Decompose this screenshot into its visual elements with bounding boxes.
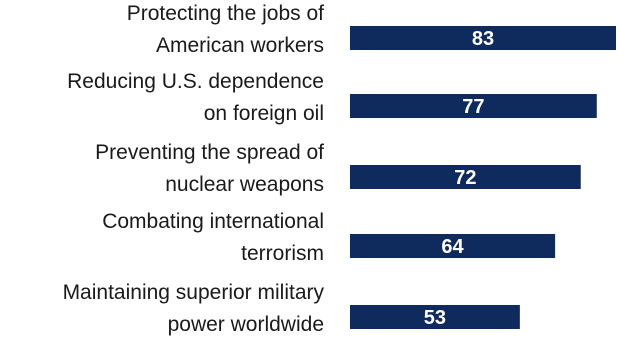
bar-value-label: 77 xyxy=(462,96,484,118)
category-label-reducing-u-s-dependence-line-1: Reducing U.S. dependence xyxy=(67,70,324,93)
category-label-reducing-u-s-dependence-line-2: on foreign oil xyxy=(204,102,324,125)
category-label-protecting-the-jobs-of-line-1: Protecting the jobs of xyxy=(127,2,324,25)
bar-reducing-u-s-dependence xyxy=(350,94,597,118)
bar-combating-international xyxy=(350,234,556,258)
category-label-combating-international-line-2: terrorism xyxy=(241,242,324,265)
bar-value-label: 53 xyxy=(424,307,446,329)
bar-preventing-the-spread-of xyxy=(350,165,581,189)
bar-value-label: 83 xyxy=(472,28,494,50)
category-label-protecting-the-jobs-of-line-2: American workers xyxy=(156,34,324,57)
bar-maintaining-superior-military xyxy=(350,305,520,329)
category-label-preventing-the-spread-of-line-1: Preventing the spread of xyxy=(95,141,324,164)
bar-value-label: 64 xyxy=(441,236,464,258)
category-label-maintaining-superior-military-line-2: power worldwide xyxy=(168,313,324,336)
category-label-preventing-the-spread-of-line-2: nuclear weapons xyxy=(165,173,324,196)
bar-protecting-the-jobs-of xyxy=(350,26,616,50)
bar-value-label: 72 xyxy=(454,167,476,189)
category-label-combating-international-line-1: Combating international xyxy=(102,210,324,233)
category-label-maintaining-superior-military-line-1: Maintaining superior military xyxy=(63,281,325,304)
